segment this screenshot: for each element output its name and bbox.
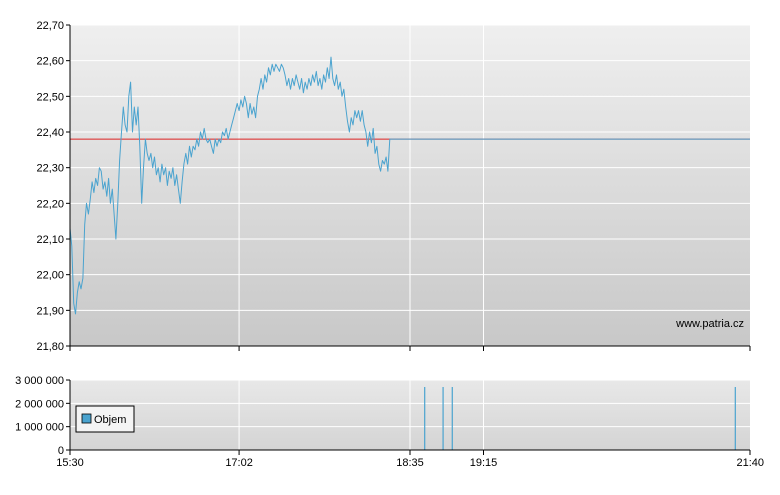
volume-y-tick-label: 0 — [58, 445, 64, 457]
x-tick-label: 17:02 — [225, 457, 253, 469]
price-y-tick-label: 22,10 — [36, 234, 64, 246]
legend-label: Objem — [94, 414, 126, 426]
price-x-ticks — [69, 346, 751, 351]
price-series — [69, 56, 750, 315]
price-y-tick-label: 22,00 — [36, 270, 64, 282]
volume-x-ticks: 15:30 17:02 18:35 19:15 21:40 — [56, 450, 764, 469]
watermark: www.patria.cz — [675, 318, 744, 330]
volume-bars — [424, 387, 736, 450]
volume-y-ticks: 0 1 000 000 2 000 000 3 000 000 — [15, 375, 70, 457]
volume-y-tick-label: 1 000 000 — [15, 422, 64, 434]
volume-grid — [70, 379, 750, 450]
price-y-tick-label: 22,50 — [36, 91, 64, 103]
volume-y-tick-label: 3 000 000 — [15, 375, 64, 387]
x-tick-label: 19:15 — [470, 457, 498, 469]
x-tick-label: 15:30 — [56, 457, 84, 469]
x-tick-label: 21:40 — [736, 457, 764, 469]
price-y-tick-label: 22,70 — [36, 20, 64, 32]
x-tick-label: 18:35 — [396, 457, 424, 469]
price-line — [69, 56, 750, 315]
price-y-tick-label: 21,80 — [36, 341, 64, 353]
price-y-tick-label: 22,40 — [36, 127, 64, 139]
price-y-tick-label: 22,20 — [36, 198, 64, 210]
price-panel: 21,80 21,90 22,00 22,10 22,20 22,30 22,40 22,50… — [36, 20, 751, 353]
price-y-tick-label: 22,60 — [36, 56, 64, 68]
price-y-tick-label: 21,90 — [36, 305, 64, 317]
volume-legend: Objem — [75, 405, 135, 433]
legend-swatch — [81, 413, 92, 424]
price-y-ticks: 21,80 21,90 22,00 22,10 22,20 22,30 22,40 22,50… — [36, 20, 70, 353]
price-y-tick-label: 22,30 — [36, 163, 64, 175]
volume-y-tick-label: 2 000 000 — [15, 398, 64, 410]
price-grid — [70, 24, 750, 346]
